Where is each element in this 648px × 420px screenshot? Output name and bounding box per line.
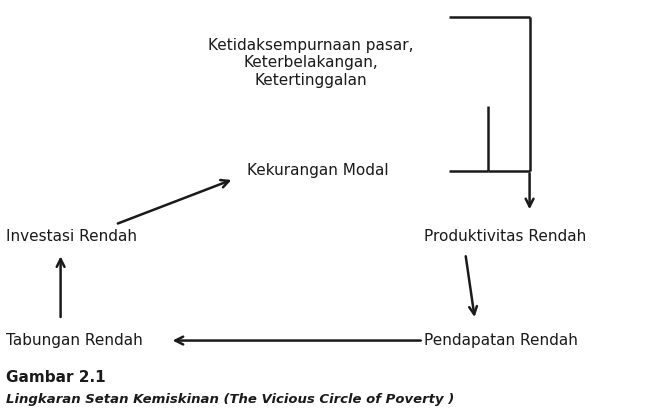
Text: Tabungan Rendah: Tabungan Rendah — [6, 333, 143, 348]
Text: Kekurangan Modal: Kekurangan Modal — [247, 163, 389, 178]
Text: Ketidaksempurnaan pasar,
Keterbelakangan,
Ketertinggalan: Ketidaksempurnaan pasar, Keterbelakangan… — [209, 38, 414, 88]
Text: Lingkaran Setan Kemiskinan (The Vicious Circle of Poverty ): Lingkaran Setan Kemiskinan (The Vicious … — [6, 393, 454, 406]
Text: Gambar 2.1: Gambar 2.1 — [6, 370, 106, 385]
Text: Investasi Rendah: Investasi Rendah — [6, 229, 137, 244]
Text: Produktivitas Rendah: Produktivitas Rendah — [424, 229, 586, 244]
Text: Pendapatan Rendah: Pendapatan Rendah — [424, 333, 577, 348]
